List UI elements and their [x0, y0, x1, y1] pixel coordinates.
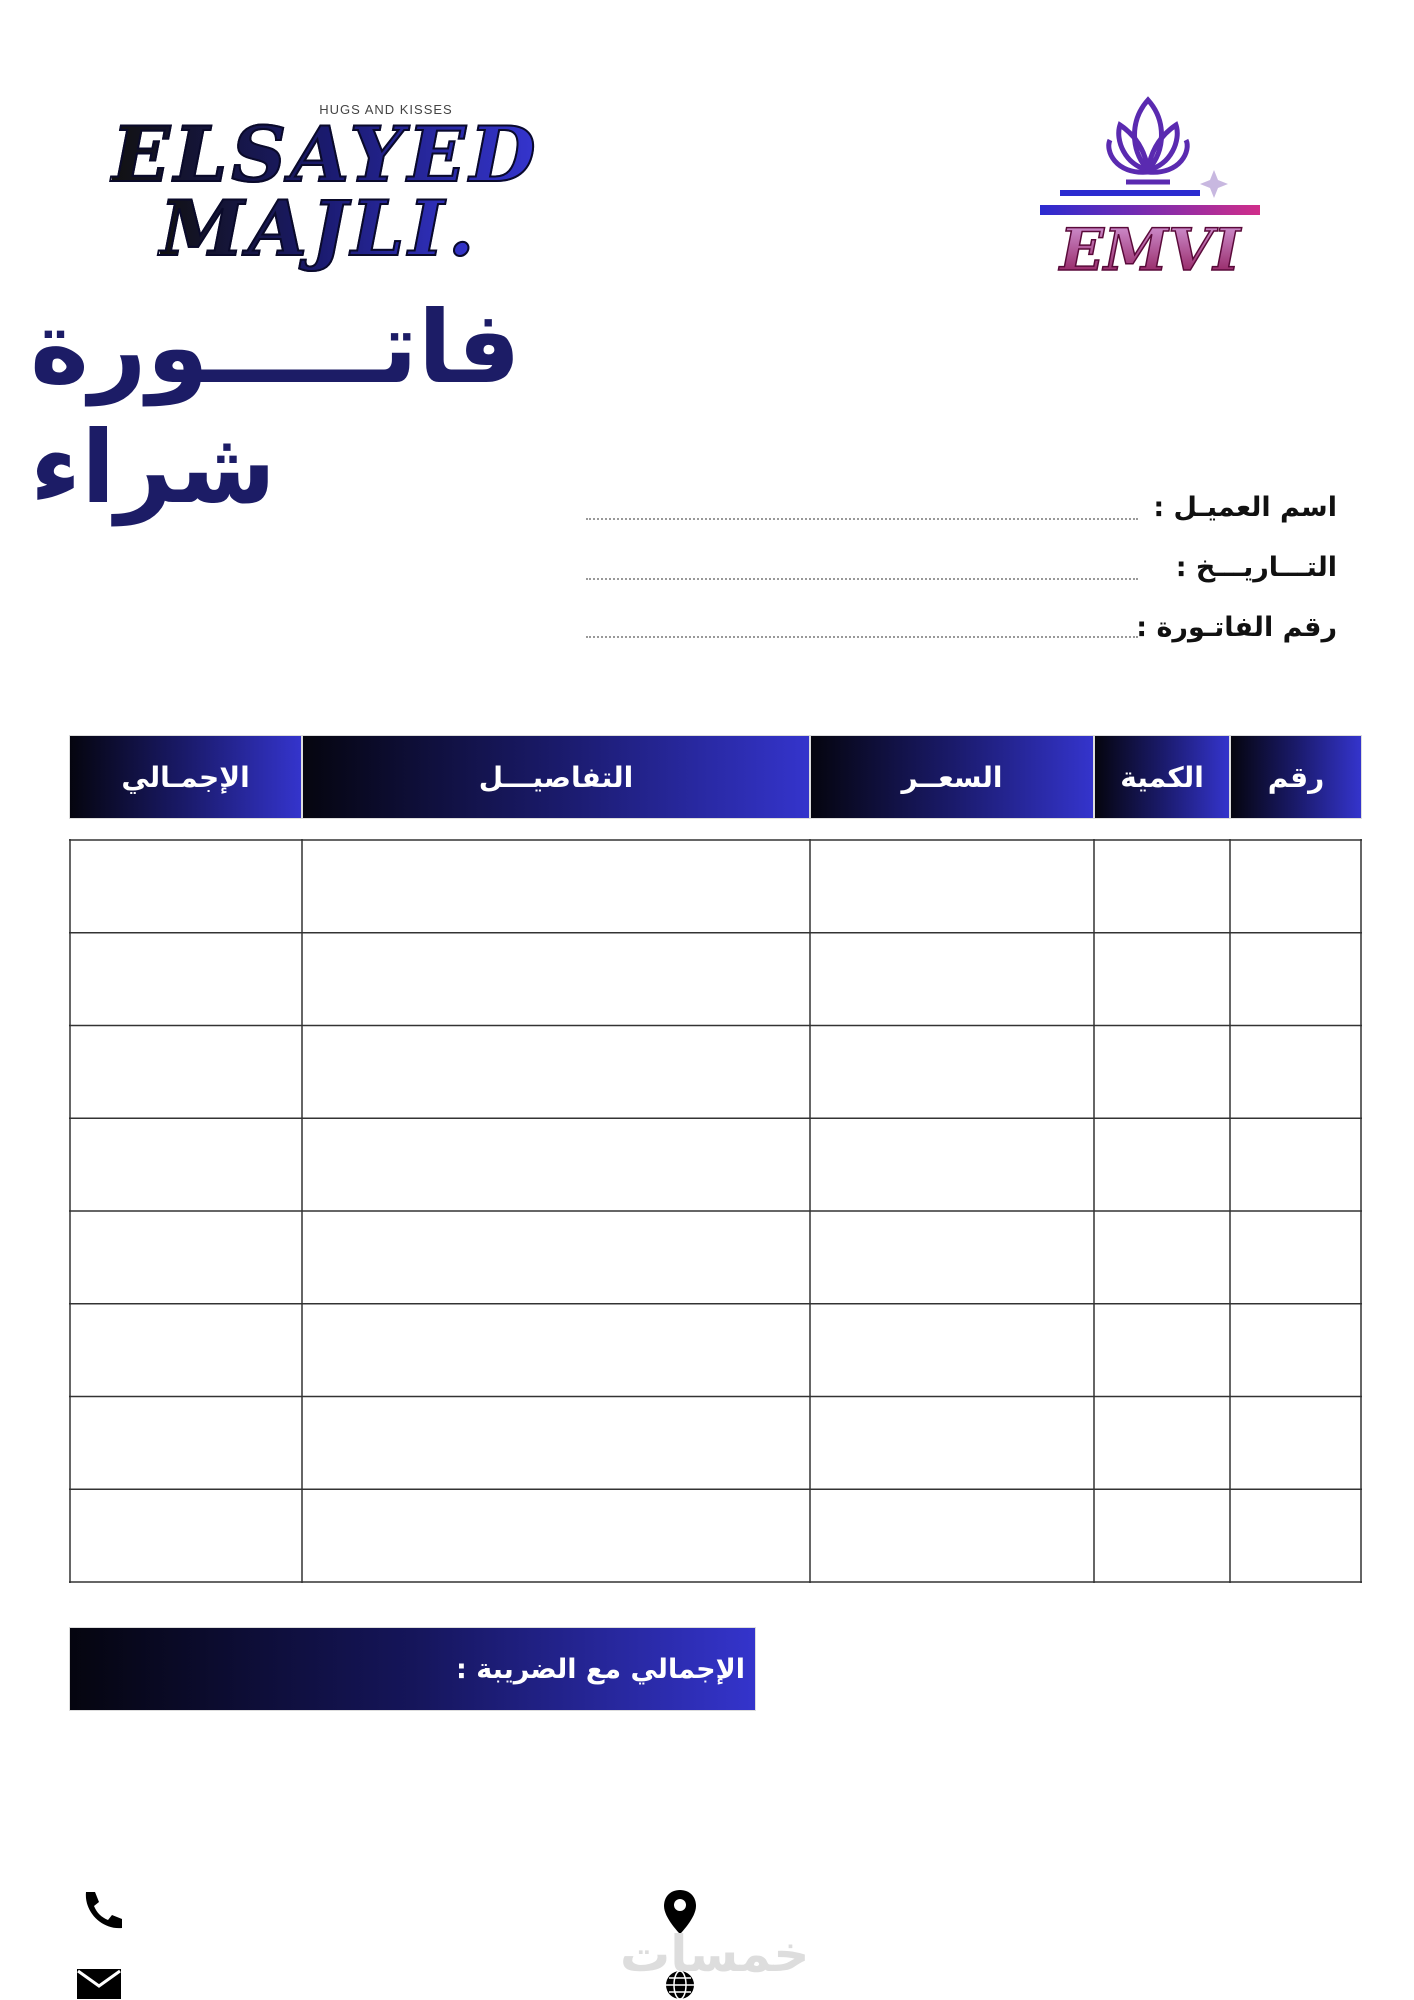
header-cell: رقم: [1230, 735, 1362, 819]
brand-name: ELSAYED: [111, 110, 540, 199]
phone-icon: [85, 1892, 122, 1929]
header-cell: السعــر: [810, 735, 1094, 819]
web-icon: [666, 1970, 694, 2000]
field-label: التـــاريـــخ :: [1175, 552, 1337, 583]
total-bar: الإجمالي مع الضريبة :: [69, 1627, 756, 1711]
dotted-line: [586, 578, 1138, 580]
header-cell: التفاصيـــل: [302, 735, 810, 819]
dotted-line: [586, 518, 1138, 520]
dotted-line: [586, 636, 1138, 638]
logo-text: EMVI: [1058, 216, 1242, 284]
watermark: خمسات: [620, 1925, 810, 1983]
table-body: [69, 839, 1362, 1583]
header-cell: الكمية: [1094, 735, 1230, 819]
header-cell: الإجمـالي: [69, 735, 302, 819]
field-label: اسم العميـل :: [1153, 492, 1337, 523]
logo: EMVI: [1040, 96, 1260, 285]
brand-name: MAJLI.: [159, 184, 479, 273]
location-icon: [664, 1890, 696, 1934]
total-label: الإجمالي مع الضريبة :: [456, 1653, 745, 1685]
invoice-title: فاتـــــورة شراء: [30, 289, 521, 526]
mail-icon: [77, 1969, 121, 1999]
field-label: رقم الفاتـورة :: [1136, 612, 1337, 643]
brand-tagline: HUGS AND KISSES: [319, 102, 453, 117]
